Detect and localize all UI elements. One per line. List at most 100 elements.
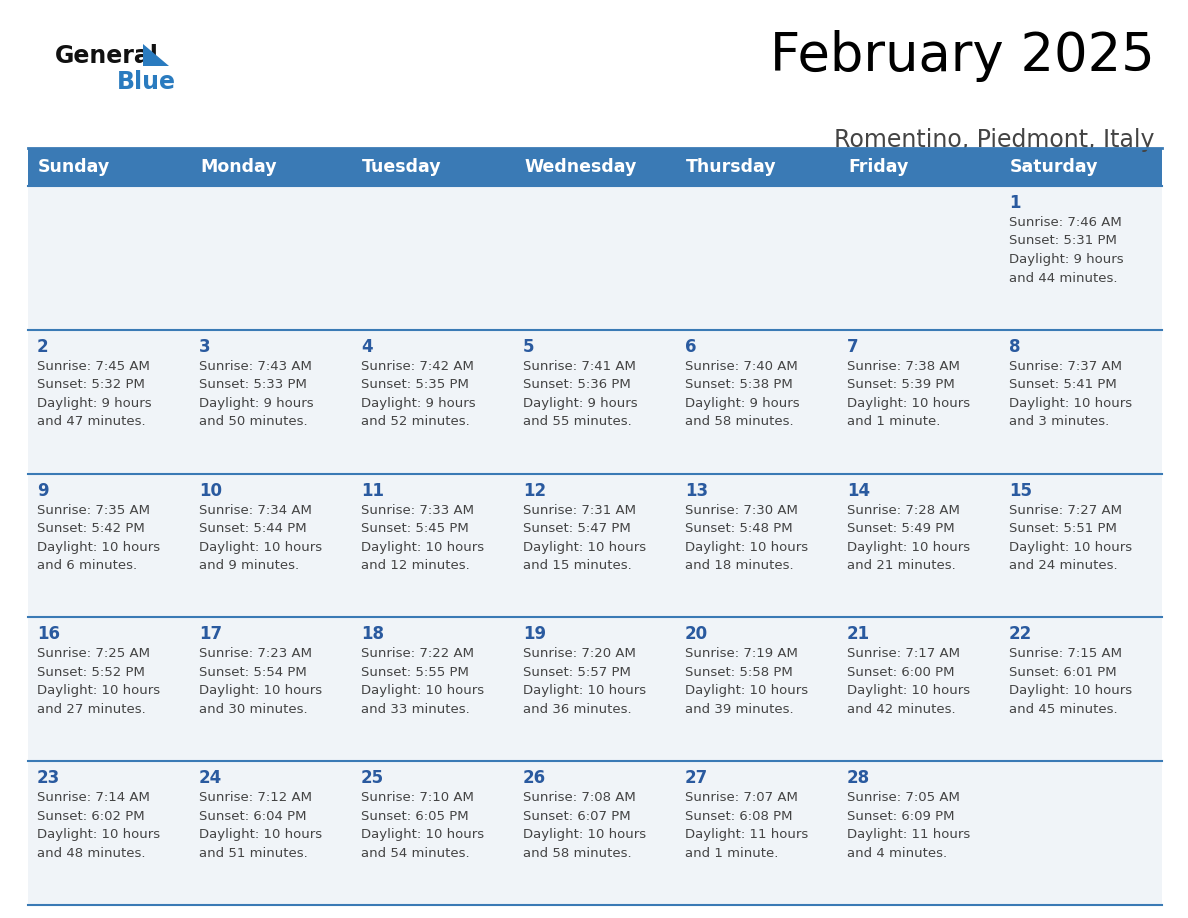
Text: Sunrise: 7:12 AM
Sunset: 6:04 PM
Daylight: 10 hours
and 51 minutes.: Sunrise: 7:12 AM Sunset: 6:04 PM Dayligh… (200, 791, 322, 859)
Text: 24: 24 (200, 769, 222, 788)
Bar (1000, 186, 1162, 330)
Text: Romentino, Piedmont, Italy: Romentino, Piedmont, Italy (834, 128, 1155, 152)
Text: 15: 15 (1009, 482, 1032, 499)
Bar (838, 618, 1000, 761)
Bar (352, 330, 514, 474)
Text: Sunrise: 7:38 AM
Sunset: 5:39 PM
Daylight: 10 hours
and 1 minute.: Sunrise: 7:38 AM Sunset: 5:39 PM Dayligh… (847, 360, 971, 429)
Bar (29, 330, 190, 474)
Text: Saturday: Saturday (1010, 158, 1099, 176)
Bar (676, 618, 838, 761)
Text: Blue: Blue (116, 70, 176, 94)
Text: 23: 23 (37, 769, 61, 788)
Text: 27: 27 (685, 769, 708, 788)
Bar (352, 148, 514, 186)
Text: 8: 8 (1009, 338, 1020, 356)
Text: Sunrise: 7:05 AM
Sunset: 6:09 PM
Daylight: 11 hours
and 4 minutes.: Sunrise: 7:05 AM Sunset: 6:09 PM Dayligh… (847, 791, 971, 859)
Text: Sunrise: 7:34 AM
Sunset: 5:44 PM
Daylight: 10 hours
and 9 minutes.: Sunrise: 7:34 AM Sunset: 5:44 PM Dayligh… (200, 504, 322, 572)
Text: 4: 4 (361, 338, 373, 356)
Bar (1000, 148, 1162, 186)
Bar (838, 761, 1000, 905)
Bar (190, 761, 352, 905)
Bar (514, 186, 676, 330)
Text: Sunrise: 7:25 AM
Sunset: 5:52 PM
Daylight: 10 hours
and 27 minutes.: Sunrise: 7:25 AM Sunset: 5:52 PM Dayligh… (37, 647, 160, 716)
Text: Sunrise: 7:33 AM
Sunset: 5:45 PM
Daylight: 10 hours
and 12 minutes.: Sunrise: 7:33 AM Sunset: 5:45 PM Dayligh… (361, 504, 485, 572)
Text: 21: 21 (847, 625, 870, 644)
Bar (838, 148, 1000, 186)
Text: Sunrise: 7:35 AM
Sunset: 5:42 PM
Daylight: 10 hours
and 6 minutes.: Sunrise: 7:35 AM Sunset: 5:42 PM Dayligh… (37, 504, 160, 572)
Bar (352, 618, 514, 761)
Bar (1000, 330, 1162, 474)
Text: Sunrise: 7:41 AM
Sunset: 5:36 PM
Daylight: 9 hours
and 55 minutes.: Sunrise: 7:41 AM Sunset: 5:36 PM Dayligh… (523, 360, 638, 429)
Text: General: General (55, 44, 159, 68)
Text: 13: 13 (685, 482, 708, 499)
Bar (190, 330, 352, 474)
Text: Sunrise: 7:27 AM
Sunset: 5:51 PM
Daylight: 10 hours
and 24 minutes.: Sunrise: 7:27 AM Sunset: 5:51 PM Dayligh… (1009, 504, 1132, 572)
Text: 26: 26 (523, 769, 546, 788)
Bar (514, 761, 676, 905)
Text: Sunrise: 7:28 AM
Sunset: 5:49 PM
Daylight: 10 hours
and 21 minutes.: Sunrise: 7:28 AM Sunset: 5:49 PM Dayligh… (847, 504, 971, 572)
Text: 18: 18 (361, 625, 384, 644)
Bar (514, 330, 676, 474)
Bar (190, 618, 352, 761)
Text: 2: 2 (37, 338, 49, 356)
Text: Sunrise: 7:15 AM
Sunset: 6:01 PM
Daylight: 10 hours
and 45 minutes.: Sunrise: 7:15 AM Sunset: 6:01 PM Dayligh… (1009, 647, 1132, 716)
Bar (838, 330, 1000, 474)
Bar (29, 761, 190, 905)
Bar (514, 148, 676, 186)
Bar (29, 186, 190, 330)
Bar (29, 474, 190, 618)
Bar (676, 474, 838, 618)
Bar (190, 148, 352, 186)
Text: 3: 3 (200, 338, 210, 356)
Text: 10: 10 (200, 482, 222, 499)
Text: 12: 12 (523, 482, 546, 499)
Bar (514, 474, 676, 618)
Text: Sunrise: 7:23 AM
Sunset: 5:54 PM
Daylight: 10 hours
and 30 minutes.: Sunrise: 7:23 AM Sunset: 5:54 PM Dayligh… (200, 647, 322, 716)
Bar (838, 474, 1000, 618)
Text: Sunrise: 7:42 AM
Sunset: 5:35 PM
Daylight: 9 hours
and 52 minutes.: Sunrise: 7:42 AM Sunset: 5:35 PM Dayligh… (361, 360, 475, 429)
Text: Sunrise: 7:46 AM
Sunset: 5:31 PM
Daylight: 9 hours
and 44 minutes.: Sunrise: 7:46 AM Sunset: 5:31 PM Dayligh… (1009, 216, 1124, 285)
Bar (29, 148, 190, 186)
Bar (676, 148, 838, 186)
Bar (352, 474, 514, 618)
Text: Sunrise: 7:08 AM
Sunset: 6:07 PM
Daylight: 10 hours
and 58 minutes.: Sunrise: 7:08 AM Sunset: 6:07 PM Dayligh… (523, 791, 646, 859)
Text: 28: 28 (847, 769, 870, 788)
Text: 16: 16 (37, 625, 61, 644)
Bar (352, 186, 514, 330)
Text: 7: 7 (847, 338, 859, 356)
Text: Sunrise: 7:20 AM
Sunset: 5:57 PM
Daylight: 10 hours
and 36 minutes.: Sunrise: 7:20 AM Sunset: 5:57 PM Dayligh… (523, 647, 646, 716)
Text: 20: 20 (685, 625, 708, 644)
Text: Thursday: Thursday (685, 158, 777, 176)
Bar (1000, 618, 1162, 761)
Text: Sunrise: 7:14 AM
Sunset: 6:02 PM
Daylight: 10 hours
and 48 minutes.: Sunrise: 7:14 AM Sunset: 6:02 PM Dayligh… (37, 791, 160, 859)
Bar (514, 618, 676, 761)
Text: Sunrise: 7:30 AM
Sunset: 5:48 PM
Daylight: 10 hours
and 18 minutes.: Sunrise: 7:30 AM Sunset: 5:48 PM Dayligh… (685, 504, 808, 572)
Text: 9: 9 (37, 482, 49, 499)
Text: Sunrise: 7:19 AM
Sunset: 5:58 PM
Daylight: 10 hours
and 39 minutes.: Sunrise: 7:19 AM Sunset: 5:58 PM Dayligh… (685, 647, 808, 716)
Bar (676, 761, 838, 905)
Text: Sunrise: 7:10 AM
Sunset: 6:05 PM
Daylight: 10 hours
and 54 minutes.: Sunrise: 7:10 AM Sunset: 6:05 PM Dayligh… (361, 791, 485, 859)
Text: Sunrise: 7:45 AM
Sunset: 5:32 PM
Daylight: 9 hours
and 47 minutes.: Sunrise: 7:45 AM Sunset: 5:32 PM Dayligh… (37, 360, 152, 429)
Text: 22: 22 (1009, 625, 1032, 644)
Bar (676, 330, 838, 474)
Text: Sunday: Sunday (38, 158, 110, 176)
Bar (29, 618, 190, 761)
Text: Sunrise: 7:43 AM
Sunset: 5:33 PM
Daylight: 9 hours
and 50 minutes.: Sunrise: 7:43 AM Sunset: 5:33 PM Dayligh… (200, 360, 314, 429)
Text: Wednesday: Wednesday (524, 158, 637, 176)
Text: February 2025: February 2025 (770, 30, 1155, 82)
Bar (352, 761, 514, 905)
Text: Sunrise: 7:37 AM
Sunset: 5:41 PM
Daylight: 10 hours
and 3 minutes.: Sunrise: 7:37 AM Sunset: 5:41 PM Dayligh… (1009, 360, 1132, 429)
Text: 17: 17 (200, 625, 222, 644)
Polygon shape (143, 44, 169, 66)
Bar (1000, 474, 1162, 618)
Text: Monday: Monday (200, 158, 277, 176)
Text: Sunrise: 7:31 AM
Sunset: 5:47 PM
Daylight: 10 hours
and 15 minutes.: Sunrise: 7:31 AM Sunset: 5:47 PM Dayligh… (523, 504, 646, 572)
Text: 5: 5 (523, 338, 535, 356)
Bar (1000, 761, 1162, 905)
Bar (190, 474, 352, 618)
Text: Tuesday: Tuesday (362, 158, 442, 176)
Text: 25: 25 (361, 769, 384, 788)
Text: Sunrise: 7:07 AM
Sunset: 6:08 PM
Daylight: 11 hours
and 1 minute.: Sunrise: 7:07 AM Sunset: 6:08 PM Dayligh… (685, 791, 808, 859)
Text: 6: 6 (685, 338, 696, 356)
Text: Sunrise: 7:22 AM
Sunset: 5:55 PM
Daylight: 10 hours
and 33 minutes.: Sunrise: 7:22 AM Sunset: 5:55 PM Dayligh… (361, 647, 485, 716)
